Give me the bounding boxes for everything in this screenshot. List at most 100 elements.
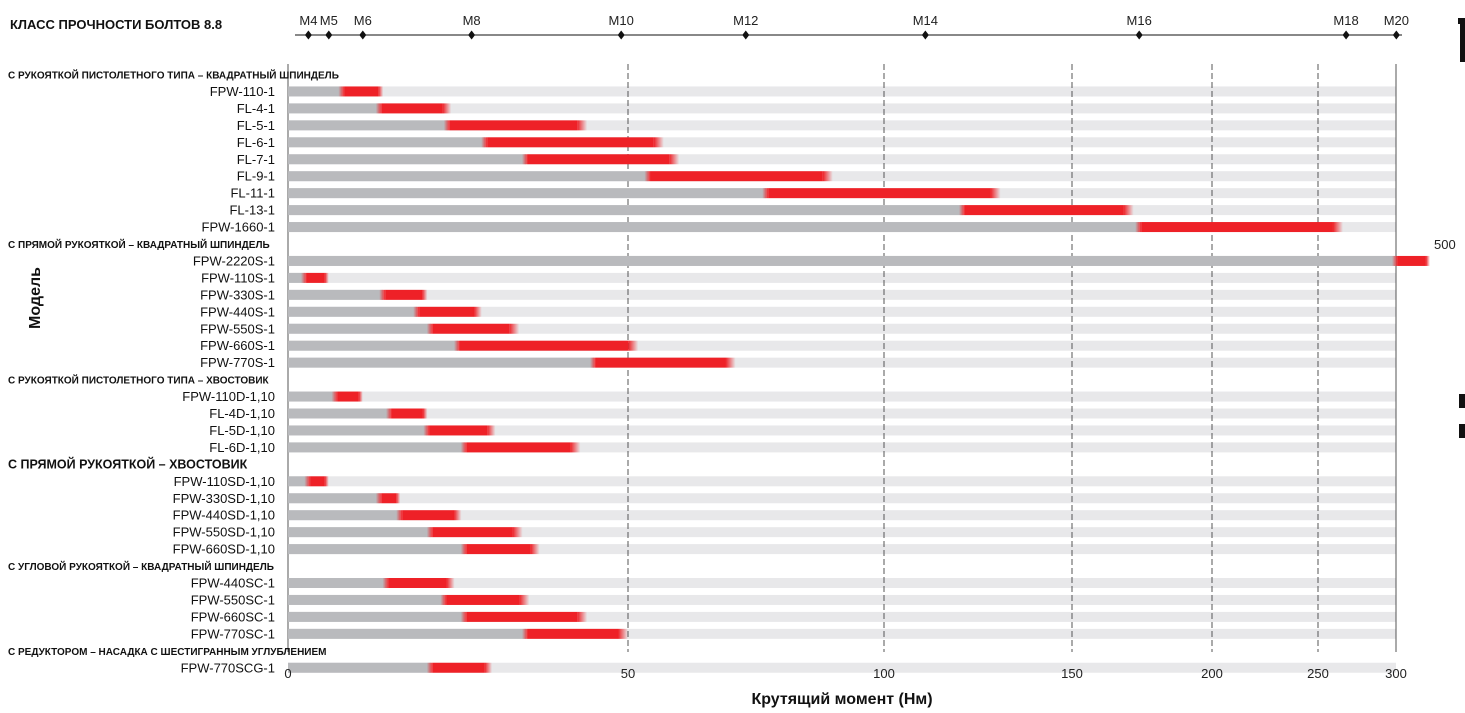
x-tick-label: 300 xyxy=(1385,666,1407,681)
bar-range-fade-start xyxy=(590,357,596,368)
bar-range xyxy=(1141,222,1333,233)
bolt-size-marker xyxy=(304,30,312,40)
bolt-size-marker xyxy=(921,30,929,40)
group-heading: С РЕДУКТОРОМ – НАСАДКА С ШЕСТИГРАННЫМ УГ… xyxy=(8,647,326,658)
bolt-size-marker xyxy=(1342,30,1350,40)
bar-base xyxy=(288,323,431,334)
bolt-size-marker xyxy=(742,30,750,40)
bar-range-fade-end xyxy=(577,611,588,622)
group-heading: С РУКОЯТКОЙ ПИСТОЛЕТНОГО ТИПА – ХВОСТОВИ… xyxy=(8,374,270,387)
bar-range xyxy=(381,493,397,504)
bar-range-fade-start xyxy=(454,340,460,351)
bar-base xyxy=(288,357,594,368)
bar-range-fade-start xyxy=(460,544,467,555)
bar-range xyxy=(385,289,423,300)
bar-range-fade-start xyxy=(1392,255,1398,266)
edge-fragment-top-stem xyxy=(1460,24,1465,62)
bar-range-fade-end xyxy=(422,289,428,300)
bar-track xyxy=(288,442,1396,453)
bar-base xyxy=(288,544,465,555)
bar-range-fade-end xyxy=(1332,222,1343,233)
bar-range xyxy=(419,306,475,317)
bar-track xyxy=(288,154,1396,165)
bar-range-fade-start xyxy=(958,205,965,216)
bar-base xyxy=(288,442,465,453)
bar-range-fade-end xyxy=(484,662,492,673)
bolt-size-marker xyxy=(468,30,476,40)
bar-range-fade-start xyxy=(1135,222,1142,233)
bar-track xyxy=(288,594,1396,605)
bar-track xyxy=(288,662,1396,673)
bar-base xyxy=(288,527,431,538)
model-label: FL-6D-1,10 xyxy=(209,440,275,455)
model-label: FPW-110D-1,10 xyxy=(182,389,275,404)
model-label: FPW-2220S-1 xyxy=(193,253,275,268)
bar-range xyxy=(964,205,1124,216)
model-label: FPW-770S-1 xyxy=(200,355,275,370)
bar-track xyxy=(288,578,1396,588)
bar-range-fade-start xyxy=(331,391,338,402)
bolt-size-marker xyxy=(617,30,625,40)
bar-base xyxy=(288,340,458,351)
bar-range-fade-end xyxy=(725,357,736,368)
bar-range-fade-start xyxy=(304,476,311,487)
bolt-size-label: M6 xyxy=(354,13,372,28)
bar-range-fade-start xyxy=(522,628,528,639)
bar-range-fade-end xyxy=(378,86,384,97)
bar-range-fade-end xyxy=(519,594,530,605)
model-label: FPW-770SCG-1 xyxy=(181,660,275,675)
row-labels: С РУКОЯТКОЙ ПИСТОЛЕТНОГО ТИПА – КВАДРАТН… xyxy=(8,69,339,676)
bolt-size-axis: M4 M5 M6 M8 M10 M12 M14 M16 M18 M20 xyxy=(295,13,1409,40)
bar-range-fade-end xyxy=(474,306,482,317)
bar-range xyxy=(432,662,485,673)
bar-track xyxy=(288,272,1396,283)
bar-range xyxy=(381,103,443,114)
model-label: FL-5D-1,10 xyxy=(209,423,275,438)
bar-base xyxy=(288,272,305,283)
chart-title: КЛАСС ПРОЧНОСТИ БОЛТОВ 8.8 xyxy=(10,17,222,32)
x-tick-label: 250 xyxy=(1307,666,1329,681)
model-label: FPW-660SC-1 xyxy=(191,609,275,624)
bar-base xyxy=(288,154,526,165)
model-label: FPW-550SD-1,10 xyxy=(173,525,275,540)
bar-range-fade-end xyxy=(422,408,428,419)
bar-range xyxy=(310,476,325,487)
bar-range xyxy=(388,578,447,588)
bar-track xyxy=(288,340,1396,351)
bar-range xyxy=(596,357,726,368)
bar-base xyxy=(288,171,649,182)
model-label: FL-13-1 xyxy=(229,203,275,218)
bar-base xyxy=(288,628,526,639)
bar-range-fade-end xyxy=(618,628,628,639)
bar-range-fade-end xyxy=(396,493,401,504)
bar-track xyxy=(288,476,1396,487)
model-label: FPW-1660-1 xyxy=(202,220,275,235)
bar-track xyxy=(288,493,1396,504)
bar-range xyxy=(1398,255,1426,266)
group-heading: С ПРЯМОЙ РУКОЯТКОЙ – ХВОСТОВИК xyxy=(8,456,248,471)
bar-range-fade-end xyxy=(530,544,540,555)
bar-track xyxy=(288,527,1396,538)
bar-range-fade-start xyxy=(413,306,420,317)
bar-track xyxy=(288,408,1396,419)
bar-range-fade-start xyxy=(379,289,386,300)
bar-range-fade-end xyxy=(324,476,329,487)
model-label: FPW-770SC-1 xyxy=(191,626,275,641)
model-label: FPW-660SD-1,10 xyxy=(173,542,275,557)
bar-range xyxy=(466,544,531,555)
bar-range xyxy=(466,442,571,453)
bolt-size-marker xyxy=(325,30,333,40)
bar-range xyxy=(528,154,670,165)
bars-layer xyxy=(288,86,1430,673)
bolt-size-label: M4 xyxy=(299,13,317,28)
bar-range-fade-start xyxy=(762,188,769,199)
x-tick-label: 50 xyxy=(621,666,635,681)
bar-range-fade-end xyxy=(990,188,1001,199)
bar-range xyxy=(449,120,578,131)
model-label: FL-11-1 xyxy=(230,186,275,201)
bar-track xyxy=(288,171,1396,182)
bar-range-fade-start xyxy=(440,594,447,605)
bar-track xyxy=(288,628,1396,639)
bar-base xyxy=(288,408,390,419)
group-heading: С ПРЯМОЙ РУКОЯТКОЙ – КВАДРАТНЫЙ ШПИНДЕЛЬ xyxy=(8,238,270,251)
